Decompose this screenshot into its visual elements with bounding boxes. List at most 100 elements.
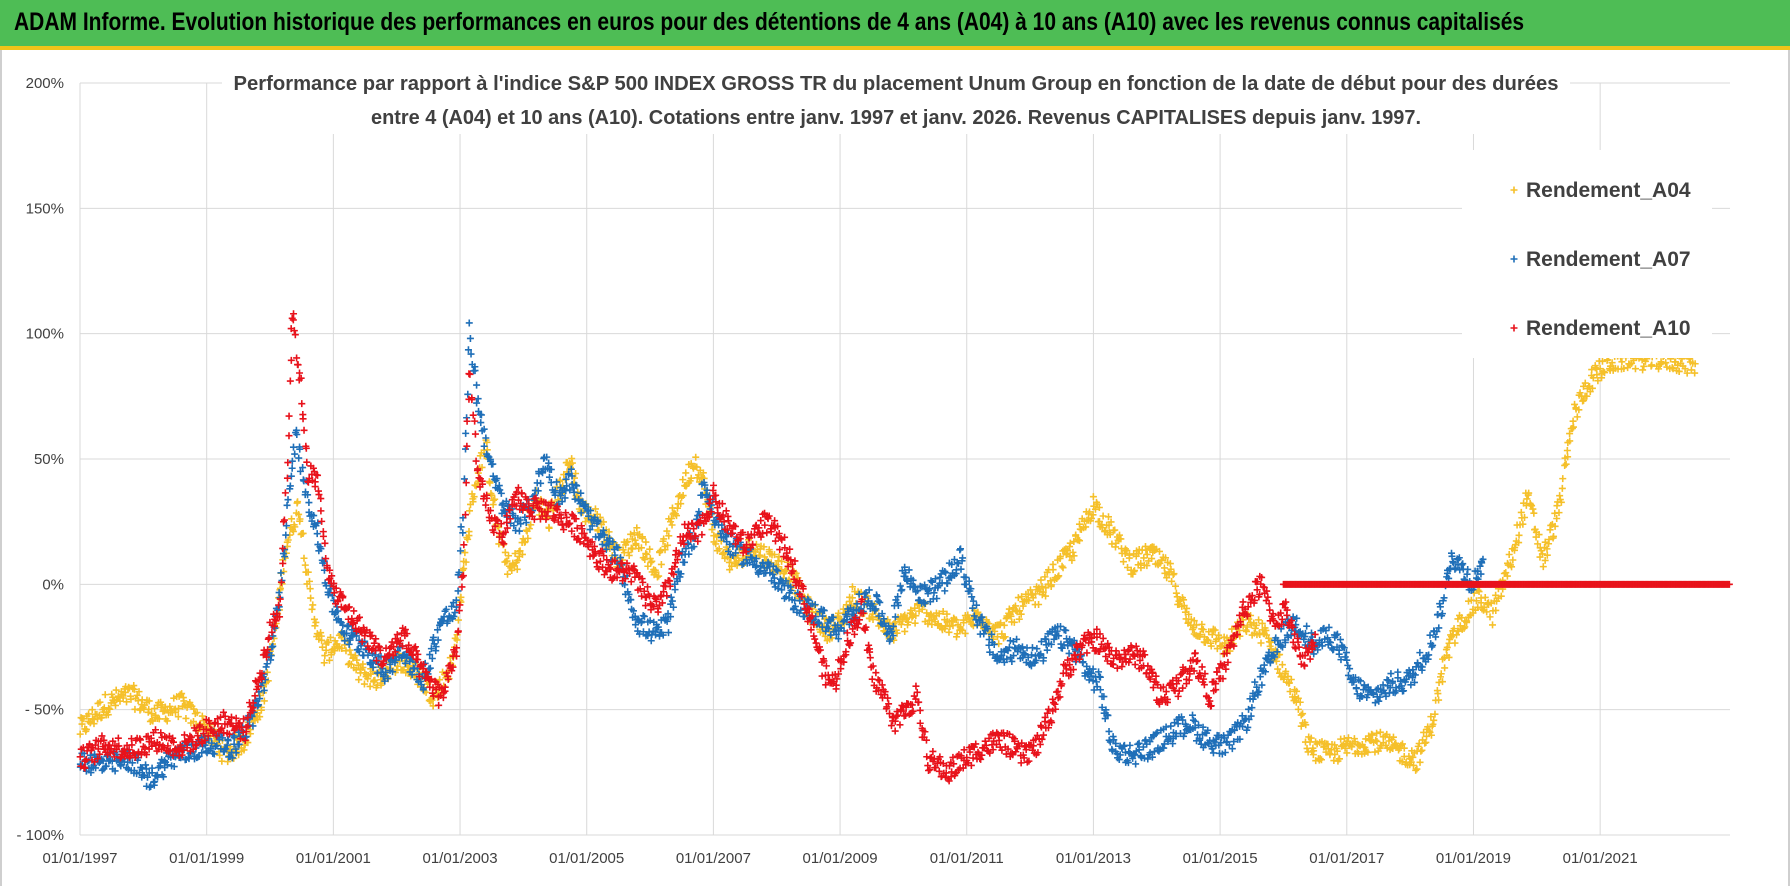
data-point [1253,586,1261,594]
data-point [847,639,855,647]
data-point [557,484,565,492]
data-point [1119,558,1127,566]
data-point [1179,716,1187,724]
data-point [213,732,221,740]
data-point [282,531,290,539]
report-title: ADAM Informe. Evolution historique des p… [14,8,1525,36]
data-point [1098,640,1106,648]
data-point [1199,626,1207,634]
data-point [156,759,164,767]
data-point [1266,606,1274,614]
data-point [1432,633,1440,641]
data-point [1056,622,1064,630]
data-point [511,550,519,558]
data-point [1155,700,1163,708]
data-point [1058,562,1066,570]
data-point [769,570,777,578]
data-point [225,730,233,738]
data-point [1106,531,1114,539]
data-point [230,734,238,742]
data-point [729,529,737,537]
data-point [948,560,956,568]
data-point [692,532,700,540]
data-point [1230,738,1238,746]
data-point [826,617,834,625]
data-point [299,464,307,472]
data-point [81,764,89,772]
data-point [1142,736,1150,744]
data-point [984,625,992,633]
data-point [732,540,740,548]
data-point [603,568,611,576]
data-point [331,647,339,655]
data-point [428,696,436,704]
data-point [1010,618,1018,626]
data-point [772,566,780,574]
data-point [416,677,424,685]
data-point [1066,661,1074,669]
data-point [1201,670,1209,678]
data-point [109,748,117,756]
data-point [720,518,728,526]
data-point [506,515,514,523]
data-point [1486,613,1494,621]
data-point [1146,738,1154,746]
data-point [884,629,892,637]
data-point [283,474,291,482]
data-point [1335,650,1343,658]
data-point [86,740,94,748]
data-point [304,491,312,499]
data-point [284,496,292,504]
data-point [346,636,354,644]
data-point [543,453,551,461]
data-point [293,431,301,439]
data-point [623,559,631,567]
data-point [1105,650,1113,658]
y-tick-label: 150% [26,200,64,217]
data-point [354,661,362,669]
data-point [178,751,186,759]
data-point [464,390,472,398]
data-point [702,517,710,525]
data-point [1003,655,1011,663]
data-point [1237,621,1245,629]
data-point [570,488,578,496]
data-point [902,711,910,719]
data-point [757,517,765,525]
data-point [545,524,553,532]
data-point [1239,598,1247,606]
data-point [589,552,597,560]
data-point [1032,590,1040,598]
data-point [851,613,859,621]
data-point [1224,731,1232,739]
data-point [1125,658,1133,666]
data-point [325,656,333,664]
data-point [1580,396,1588,404]
data-point [368,632,376,640]
data-point [1038,582,1046,590]
data-point [913,688,921,696]
data-point [1260,661,1268,669]
data-point [163,761,171,769]
data-point [80,763,88,771]
data-point [1174,677,1182,685]
data-point [85,710,93,718]
data-point [562,509,570,517]
data-point [369,663,377,671]
data-point [914,587,922,595]
data-point [692,453,700,461]
data-point [166,702,174,710]
data-point [646,617,654,625]
data-point [111,701,119,709]
data-point [224,758,232,766]
data-point [503,512,511,520]
data-point [1196,735,1204,743]
data-point [286,377,294,385]
data-point [687,474,695,482]
data-point [309,601,317,609]
data-point [145,697,153,705]
data-point [187,733,195,741]
data-point [288,314,296,322]
data-point [1036,740,1044,748]
data-point [1207,702,1215,710]
